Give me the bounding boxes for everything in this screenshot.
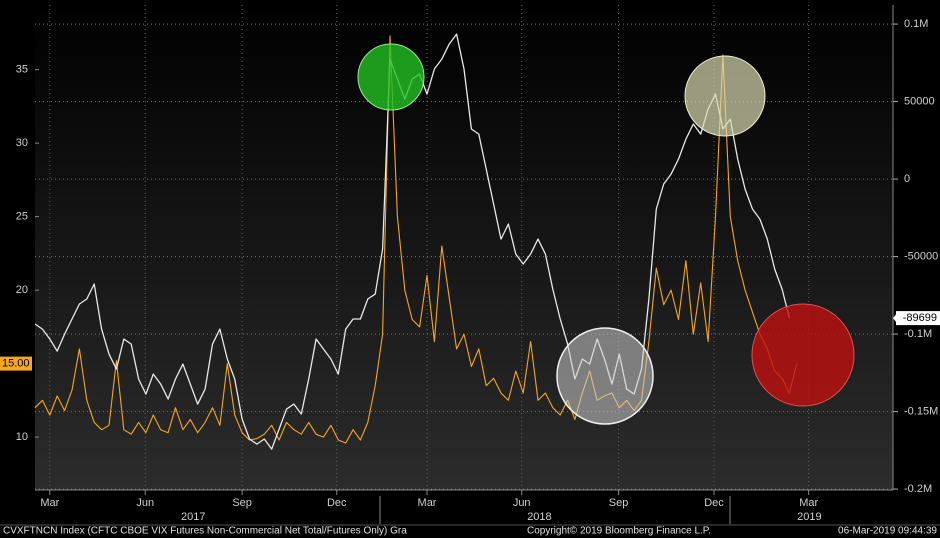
x-tick-label: Jun <box>513 497 531 509</box>
series-line <box>34 35 798 444</box>
x-tick-label: Mar <box>40 497 59 509</box>
last-value-badge <box>896 311 940 326</box>
year-label: 2018 <box>527 511 551 523</box>
y2-tick-label: -0.1M <box>904 328 932 340</box>
y2-tick-label: 50000 <box>904 95 935 107</box>
last-value-badge <box>0 356 32 371</box>
x-tick-label: Mar <box>799 497 818 509</box>
year-label: 2019 <box>797 511 821 523</box>
x-tick-label: Sep <box>232 497 252 509</box>
y2-tick-label: -0.2M <box>904 483 932 495</box>
annotations <box>357 43 855 425</box>
highlight-circle <box>357 43 425 111</box>
y2-tick-label: -50000 <box>904 250 938 262</box>
last-value-label: -89699 <box>903 312 937 324</box>
highlight-circle <box>684 55 766 137</box>
year-label: 2017 <box>181 511 205 523</box>
x-tick-label: Dec <box>327 497 347 509</box>
x-tick-label: Sep <box>609 497 629 509</box>
highlight-circle <box>751 303 855 407</box>
footer-left: CVXFTNCN Index (CFTC CBOE VIX Futures No… <box>3 526 407 537</box>
footer-right: 06-Mar-2019 09:44:39 <box>838 526 937 537</box>
y-tick-label: 10 <box>16 431 28 443</box>
last-value-label: 15.00 <box>2 358 30 370</box>
y-tick-label: 30 <box>16 137 28 149</box>
y2-tick-label: -0.15M <box>904 405 938 417</box>
y2-tick-label: 0 <box>904 173 910 185</box>
highlight-circle <box>556 327 654 425</box>
x-tick-label: Dec <box>704 497 724 509</box>
y-tick-label: 35 <box>16 64 28 76</box>
y2-tick-label: 0.1M <box>904 18 928 30</box>
footer-center: Copyright© 2019 Bloomberg Finance L.P. <box>527 526 711 537</box>
y-tick-label: 20 <box>16 284 28 296</box>
x-tick-label: Jun <box>136 497 154 509</box>
badge-pointer <box>893 313 897 324</box>
plot-area <box>35 5 893 490</box>
y-tick-label: 25 <box>16 211 28 223</box>
x-tick-label: Mar <box>418 497 437 509</box>
